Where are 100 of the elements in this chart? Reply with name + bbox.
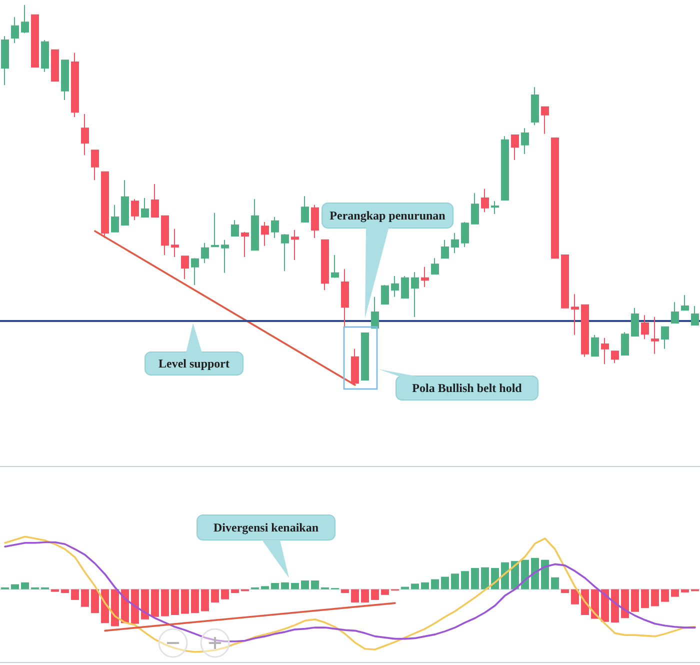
candlestick — [371, 296, 379, 328]
candlestick — [681, 294, 689, 311]
bar — [11, 584, 19, 590]
candlestick — [121, 180, 129, 226]
bar — [641, 589, 649, 608]
bar — [151, 589, 159, 617]
candlestick — [541, 106, 549, 134]
candlestick — [401, 275, 409, 298]
bar — [61, 589, 69, 594]
candlestick — [151, 183, 159, 218]
candlestick — [381, 284, 389, 305]
candlestick — [651, 316, 659, 354]
candlestick — [141, 198, 149, 218]
bar — [261, 586, 269, 590]
candlestick — [361, 332, 369, 381]
candlestick — [601, 337, 609, 365]
bar — [381, 589, 389, 595]
candlestick — [251, 198, 259, 251]
candlestick — [31, 14, 39, 68]
candlestick — [271, 216, 279, 238]
candlestick — [181, 256, 189, 280]
candlestick — [291, 229, 299, 260]
candlestick — [591, 334, 599, 357]
candlestick — [21, 4, 29, 34]
candlestick — [481, 188, 489, 213]
candlestick — [421, 266, 429, 288]
ref-line-label: Level support — [158, 356, 230, 370]
candlestick — [71, 52, 79, 118]
candlestick — [331, 254, 339, 278]
candlestick — [511, 134, 519, 161]
bar — [441, 576, 449, 590]
candlestick — [561, 254, 569, 308]
candlestick — [411, 272, 419, 318]
candlestick — [91, 150, 99, 181]
bar — [631, 589, 639, 612]
bar — [611, 589, 619, 623]
bar — [481, 567, 489, 590]
candlestick — [261, 221, 269, 246]
candlestick — [641, 314, 649, 340]
bar — [171, 589, 179, 615]
annotation: Perangkap penurunan — [330, 208, 446, 222]
candlestick — [441, 239, 449, 259]
candlestick — [211, 212, 219, 248]
candlestick — [461, 221, 469, 248]
candlestick — [171, 228, 179, 258]
bar — [111, 589, 119, 626]
bar — [341, 589, 349, 594]
bar — [651, 589, 659, 606]
candlestick — [631, 307, 639, 336]
candlestick — [61, 60, 69, 100]
candlestick — [621, 332, 629, 356]
candlestick — [521, 128, 529, 154]
candlestick — [551, 138, 559, 259]
bar — [131, 589, 139, 624]
candlestick — [671, 302, 679, 324]
candlestick — [51, 49, 59, 82]
bar — [181, 589, 189, 614]
bar — [431, 579, 439, 590]
bar — [191, 589, 199, 614]
bar — [521, 560, 529, 590]
bar — [371, 589, 379, 600]
candlestick — [661, 326, 669, 350]
bar — [91, 589, 99, 614]
candlestick — [691, 305, 699, 326]
bar — [81, 589, 89, 607]
candlestick — [11, 16, 19, 44]
bar — [71, 589, 79, 600]
bar — [681, 589, 689, 592]
candlestick — [191, 258, 199, 286]
bar — [661, 589, 669, 602]
bar — [541, 560, 549, 590]
bar — [51, 589, 59, 592]
candlestick — [451, 232, 459, 254]
annotation: Pola Bullish belt hold — [412, 381, 522, 395]
candlestick — [571, 294, 579, 336]
bar — [211, 589, 219, 602]
candlestick — [101, 171, 109, 238]
bar — [501, 562, 509, 590]
bar — [161, 589, 169, 616]
bar — [671, 589, 679, 597]
candlestick — [201, 242, 209, 264]
bar — [531, 558, 539, 590]
candlestick — [611, 350, 619, 364]
bar — [551, 577, 559, 590]
bar — [461, 571, 469, 590]
candlestick — [111, 204, 119, 232]
bar — [221, 589, 229, 600]
candlestick — [221, 239, 229, 274]
candlestick — [491, 200, 499, 214]
bar — [571, 589, 579, 604]
candlestick — [281, 234, 289, 272]
bar — [411, 584, 419, 590]
bar — [231, 589, 239, 594]
candlestick — [131, 198, 139, 221]
candlestick — [321, 239, 329, 290]
candlestick — [1, 36, 9, 86]
bar — [361, 589, 369, 602]
candlestick — [391, 275, 399, 298]
candlestick — [351, 348, 359, 386]
candlestick — [501, 136, 509, 200]
